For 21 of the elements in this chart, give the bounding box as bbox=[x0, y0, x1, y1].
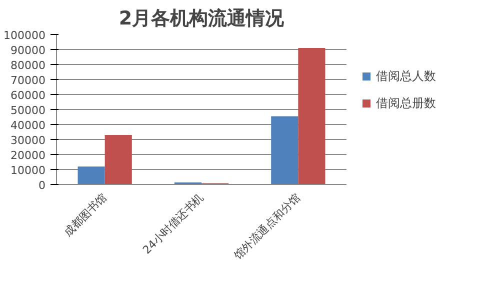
y-tick-label: 70000 bbox=[10, 74, 46, 87]
chart-title: 2月各机构流通情况 bbox=[118, 8, 286, 30]
bar bbox=[271, 116, 298, 184]
bar bbox=[298, 48, 326, 184]
y-tick-label: 20000 bbox=[10, 149, 46, 162]
y-tick-label: 50000 bbox=[10, 104, 46, 117]
x-tick-label: 成都图书馆 bbox=[61, 190, 110, 239]
bar bbox=[78, 166, 105, 184]
y-tick-label: 80000 bbox=[10, 59, 46, 72]
y-tick-label: 100000 bbox=[4, 29, 46, 42]
x-tick-label: 馆外流通点和分馆 bbox=[230, 190, 303, 264]
y-tick-label: 30000 bbox=[10, 134, 46, 147]
bar bbox=[104, 135, 132, 184]
y-tick-label: 60000 bbox=[10, 89, 46, 102]
y-tick-label: 90000 bbox=[10, 44, 46, 57]
y-tick-label: 0 bbox=[38, 179, 46, 192]
legend-label: 借阅总册数 bbox=[376, 94, 436, 112]
y-tick-label: 10000 bbox=[10, 164, 46, 177]
y-tick-label: 40000 bbox=[10, 119, 46, 132]
x-tick-label: 24小时借还书机 bbox=[140, 190, 206, 257]
legend-label: 借阅总人数 bbox=[376, 68, 436, 84]
